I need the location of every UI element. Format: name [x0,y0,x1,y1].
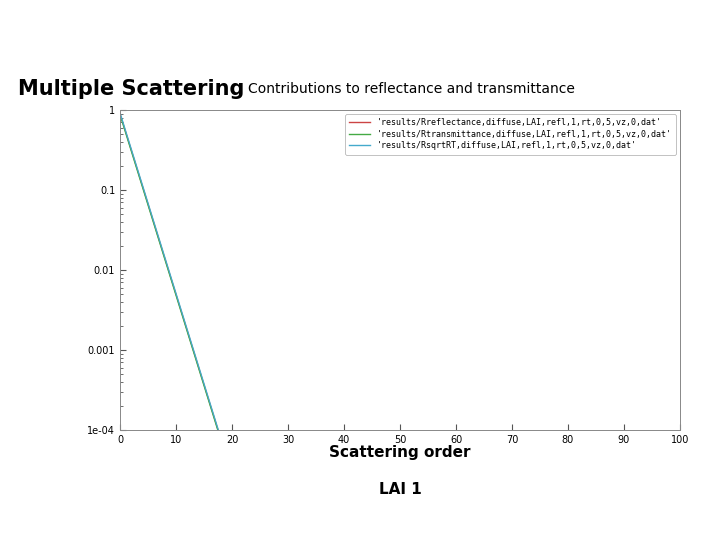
Legend: 'results/Rreflectance,diffuse,LAI,refl,1,rt,0,5,vz,0,dat', 'results/Rtransmittan: 'results/Rreflectance,diffuse,LAI,refl,1… [345,114,676,154]
Text: Scattering order: Scattering order [329,446,471,461]
Text: Multiple Scattering: Multiple Scattering [18,79,244,99]
Text: LAI 1: LAI 1 [379,483,421,497]
Text: ▲UCL: ▲UCL [641,22,702,42]
Text: Contributions to reflectance and transmittance: Contributions to reflectance and transmi… [248,82,575,96]
